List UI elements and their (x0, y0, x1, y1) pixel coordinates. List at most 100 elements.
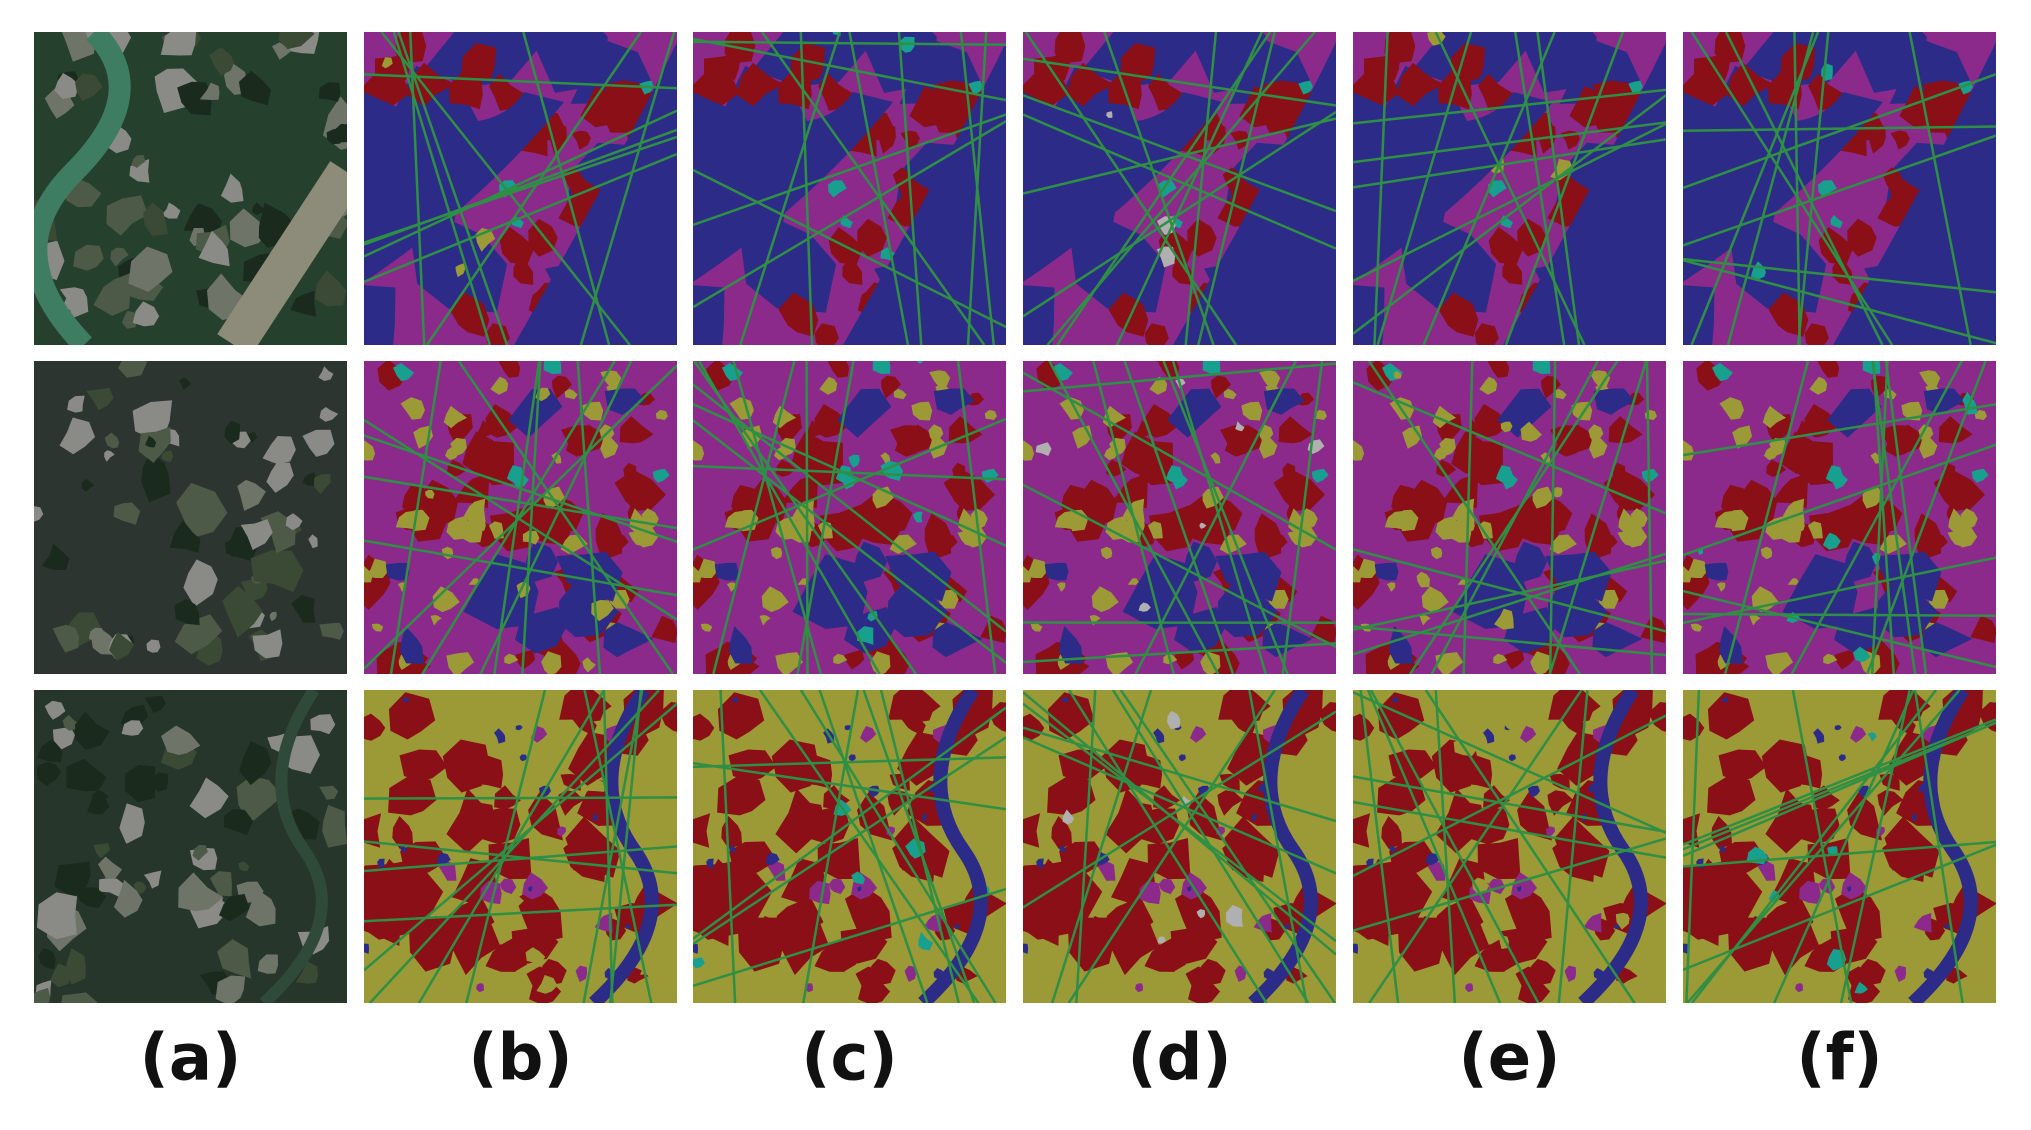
road (1051, 690, 1153, 1003)
region (1762, 405, 1787, 429)
region (1434, 896, 1484, 940)
region (568, 731, 612, 786)
region (1520, 726, 1537, 743)
region (1396, 62, 1444, 107)
region (1894, 965, 1907, 982)
region (714, 562, 739, 581)
region (224, 539, 248, 557)
region (543, 361, 562, 374)
road (1353, 775, 1666, 834)
road (693, 417, 1006, 551)
road (1023, 371, 1336, 551)
region (252, 202, 266, 216)
road (862, 690, 976, 1003)
region (1728, 509, 1749, 532)
road (364, 434, 677, 543)
region (1263, 388, 1305, 415)
region (1035, 442, 1052, 456)
road (693, 464, 1006, 481)
region (1614, 924, 1620, 930)
road (1023, 117, 1336, 195)
region (1718, 749, 1767, 782)
region (1834, 607, 1886, 654)
road (712, 361, 796, 674)
road (1023, 110, 1336, 318)
region (393, 362, 414, 382)
region (54, 73, 80, 99)
region (278, 32, 315, 50)
region (854, 32, 937, 93)
road (693, 706, 1006, 940)
region (911, 401, 933, 421)
region (132, 301, 160, 327)
road (758, 690, 980, 1003)
segmentation-map (364, 690, 677, 1003)
region (1530, 651, 1551, 674)
region (1058, 846, 1066, 853)
road (848, 32, 910, 345)
segmentation-map (1353, 361, 1666, 674)
road (364, 539, 677, 597)
region (889, 534, 917, 554)
road (1424, 690, 1636, 1003)
road (1353, 837, 1666, 932)
region (488, 521, 504, 539)
road (818, 690, 929, 1003)
region (1919, 370, 1941, 387)
region (238, 861, 250, 872)
region (844, 886, 892, 944)
region (515, 649, 536, 670)
region (132, 400, 173, 439)
road (1645, 361, 1654, 674)
region (1683, 943, 1689, 954)
river (1683, 92, 1883, 282)
region (1511, 872, 1538, 900)
region (59, 287, 89, 319)
region (619, 416, 654, 444)
region (851, 871, 865, 885)
region (1210, 452, 1221, 464)
region (1862, 361, 1881, 374)
region (432, 586, 460, 613)
region (592, 813, 598, 822)
region (34, 506, 44, 522)
region (192, 845, 208, 861)
region (257, 954, 278, 974)
region (1867, 732, 1877, 742)
region (541, 651, 562, 674)
region (1508, 754, 1516, 762)
region (921, 813, 927, 822)
region (1593, 388, 1635, 415)
road (368, 690, 661, 1003)
road (1353, 552, 1666, 656)
region (1732, 425, 1752, 449)
region (104, 432, 120, 449)
region (210, 871, 232, 897)
road (1023, 57, 1336, 107)
region (1834, 886, 1882, 944)
region (1364, 49, 1402, 81)
region (1123, 498, 1145, 526)
road (1353, 88, 1666, 125)
region (1933, 469, 1985, 511)
region (110, 247, 129, 267)
region (693, 565, 702, 583)
region (314, 474, 331, 495)
road (1690, 32, 1894, 345)
region (774, 896, 824, 940)
region (1062, 809, 1074, 825)
region (1023, 943, 1029, 954)
road (364, 364, 677, 670)
region (1419, 615, 1431, 626)
road (1773, 690, 1915, 1003)
road (1103, 32, 1215, 345)
region (1545, 551, 1612, 602)
region (938, 535, 958, 550)
region (1023, 565, 1032, 583)
region (918, 931, 933, 951)
region (1948, 508, 1970, 533)
region (1218, 690, 1271, 720)
road (465, 690, 547, 1003)
region (1971, 468, 1989, 483)
region (215, 975, 246, 1003)
